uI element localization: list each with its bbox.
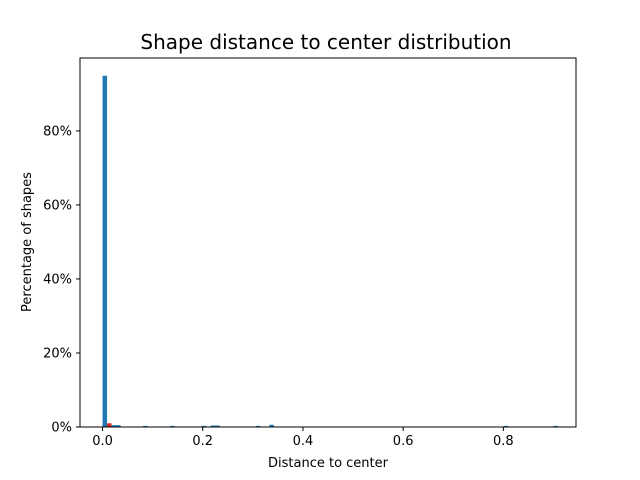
y-tick-label: 80% bbox=[43, 124, 72, 139]
histogram-bar-s0-6 bbox=[210, 425, 216, 427]
histogram-bar-s0-9 bbox=[269, 424, 274, 427]
x-axis-ticks: 0.0 0.2 0.4 0.6 0.8 bbox=[92, 427, 514, 449]
y-axis-ticks: 0% 20% 40% 60% 80% bbox=[43, 124, 80, 436]
histogram-bar-s0-8 bbox=[255, 425, 261, 427]
histogram-bar-s0-3 bbox=[143, 425, 148, 427]
histogram-bar-s0-11 bbox=[553, 425, 558, 427]
plot-frame bbox=[79, 57, 577, 428]
x-tick-label: 0.2 bbox=[192, 434, 213, 449]
y-tick-label: 60% bbox=[43, 198, 72, 213]
x-tick-label: 0.8 bbox=[493, 434, 514, 449]
y-tick-label: 0% bbox=[51, 421, 72, 436]
histogram-bar-s0-2 bbox=[116, 425, 121, 427]
histogram-bar-s0-1 bbox=[111, 425, 117, 427]
chart-title: Shape distance to center distribution bbox=[140, 30, 511, 54]
histogram-bar-s0-10 bbox=[503, 425, 509, 427]
y-tick-label: 20% bbox=[43, 346, 72, 361]
y-axis-label: Percentage of shapes bbox=[20, 172, 35, 312]
y-tick-label: 40% bbox=[43, 272, 72, 287]
x-tick-label: 0.4 bbox=[293, 434, 314, 449]
histogram-bar-s0-7 bbox=[215, 425, 220, 427]
histogram-bar-s0-0 bbox=[102, 75, 108, 428]
histogram-bar-s1-0 bbox=[107, 423, 112, 427]
x-axis-label: Distance to center bbox=[268, 456, 389, 471]
histogram-bar-s0-5 bbox=[201, 425, 207, 427]
x-tick-label: 0.0 bbox=[92, 434, 113, 449]
histogram-bar-s0-4 bbox=[170, 425, 175, 427]
x-tick-label: 0.6 bbox=[393, 434, 414, 449]
bars-group bbox=[102, 75, 558, 428]
